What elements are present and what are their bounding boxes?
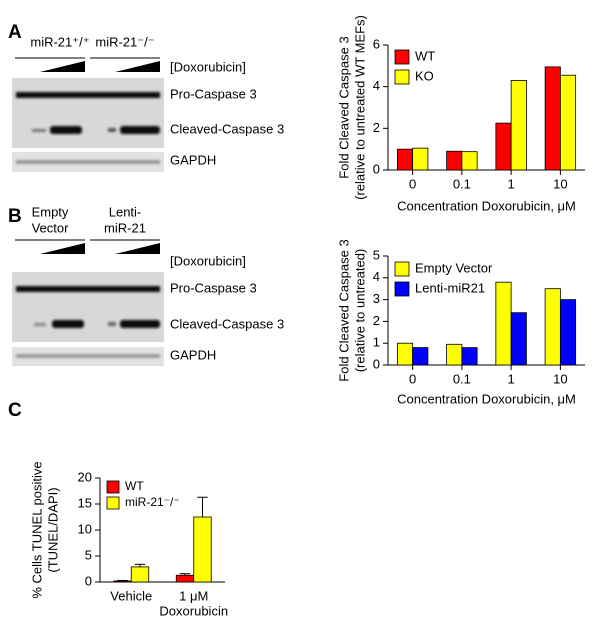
group-label: miR-21	[104, 220, 146, 235]
bar	[559, 299, 577, 366]
y-axis-label: (TUNEL/DAPI)	[45, 487, 60, 572]
band-label: Cleaved-Caspase 3	[170, 121, 284, 136]
x-tick-label: 0	[409, 371, 416, 386]
band-label: GAPDH	[170, 152, 216, 167]
x-tick-label: 1	[508, 371, 515, 386]
bar	[193, 516, 212, 583]
y-tick-label: 10	[78, 521, 92, 536]
bar	[544, 66, 561, 171]
bar	[412, 347, 429, 366]
x-tick-label: 1	[508, 176, 515, 191]
y-tick-label: 2	[373, 120, 380, 135]
panel-label: A	[8, 22, 22, 43]
bar	[495, 122, 512, 171]
group-label: Vector	[32, 220, 70, 235]
legend-label: KO	[415, 68, 434, 83]
y-tick-label: 20	[78, 469, 92, 484]
y-tick-label: 5	[85, 547, 92, 562]
y-tick-label: 4	[373, 269, 380, 284]
bar	[446, 343, 463, 366]
group-label: miR-21⁺/⁺	[30, 34, 89, 49]
bar	[510, 80, 527, 171]
bar	[510, 312, 527, 366]
legend-swatch	[394, 69, 410, 85]
y-axis-label: (relative to untreated)	[352, 249, 367, 373]
x-tick-label: Vehicle	[110, 588, 152, 603]
band-label: Cleaved-Caspase 3	[170, 316, 284, 331]
y-axis-label: (relative to untreated WT MEFs)	[352, 15, 367, 200]
bar	[461, 151, 478, 171]
legend-swatch	[394, 281, 410, 297]
group-label: miR-21⁻/⁻	[95, 34, 154, 49]
bar	[544, 288, 561, 366]
bands	[16, 286, 160, 358]
legend-label: miR-21⁻/⁻	[125, 495, 180, 509]
legend-label: WT	[415, 48, 435, 63]
bar	[559, 74, 577, 171]
bands	[16, 92, 160, 164]
x-tick-label: 10	[553, 176, 567, 191]
band-label: Pro-Caspase 3	[170, 280, 257, 295]
panel-label: B	[8, 206, 22, 227]
y-tick-label: 5	[373, 247, 380, 262]
bar	[412, 147, 429, 171]
y-tick-label: 15	[78, 495, 92, 510]
blot-image	[12, 78, 164, 148]
legend-label: Empty Vector	[415, 260, 493, 275]
bar	[446, 150, 463, 171]
y-axis-label: Fold Cleaved Caspase 3	[336, 239, 351, 381]
bar	[396, 148, 414, 171]
x-tick-label: Doxorubicin	[159, 603, 228, 618]
bar	[396, 342, 414, 366]
bar	[175, 574, 195, 583]
y-axis-label: Fold Cleaved Caspase 3	[336, 36, 351, 178]
x-tick-label: 0	[409, 176, 416, 191]
y-tick-label: 2	[373, 313, 380, 328]
dose-label: [Doxorubicin]	[170, 59, 246, 74]
legend-label: Lenti-miR21	[415, 280, 485, 295]
y-tick-label: 0	[85, 573, 92, 588]
dose-wedge	[115, 243, 160, 254]
y-tick-label: 4	[373, 78, 380, 93]
y-axis-label: % Cells TUNEL positive	[29, 461, 44, 598]
y-tick-label: 1	[373, 335, 380, 350]
legend-swatch	[394, 261, 410, 277]
blot-a: miR-21⁺/⁺ miR-21⁻/⁻ [Doxorubicin] Pro-Ca…	[12, 34, 284, 172]
legend-swatch	[106, 480, 120, 494]
legend-swatch	[106, 496, 120, 510]
x-axis-label: Concentration Doxorubicin, μM	[397, 391, 576, 406]
dose-wedge	[40, 61, 85, 72]
y-tick-label: 0	[373, 161, 380, 176]
x-tick-label: 1 μM	[179, 588, 208, 603]
bar	[461, 347, 478, 366]
x-tick-label: 0.1	[453, 371, 471, 386]
group-label: Lenti-	[109, 204, 142, 219]
dose-label: [Doxorubicin]	[170, 253, 246, 268]
x-axis-label: Concentration Doxorubicin, μM	[397, 198, 576, 213]
band-label: Pro-Caspase 3	[170, 86, 257, 101]
y-tick-label: 6	[373, 36, 380, 51]
legend-label: WT	[125, 479, 144, 493]
dose-wedge	[115, 61, 160, 72]
blot-b: Empty Vector Lenti- miR-21 [Doxorubicin]…	[12, 204, 284, 366]
y-tick-label: 3	[373, 291, 380, 306]
bar	[130, 566, 150, 583]
bar	[113, 580, 132, 583]
group-label: Empty	[32, 204, 69, 219]
bar	[495, 281, 512, 366]
x-tick-label: 10	[553, 371, 567, 386]
band-label: GAPDH	[170, 347, 216, 362]
y-tick-label: 0	[373, 356, 380, 371]
x-tick-label: 0.1	[453, 176, 471, 191]
dose-wedge	[40, 243, 85, 254]
panel-label: C	[8, 400, 22, 421]
blot-image	[12, 272, 164, 342]
legend-swatch	[394, 49, 410, 65]
